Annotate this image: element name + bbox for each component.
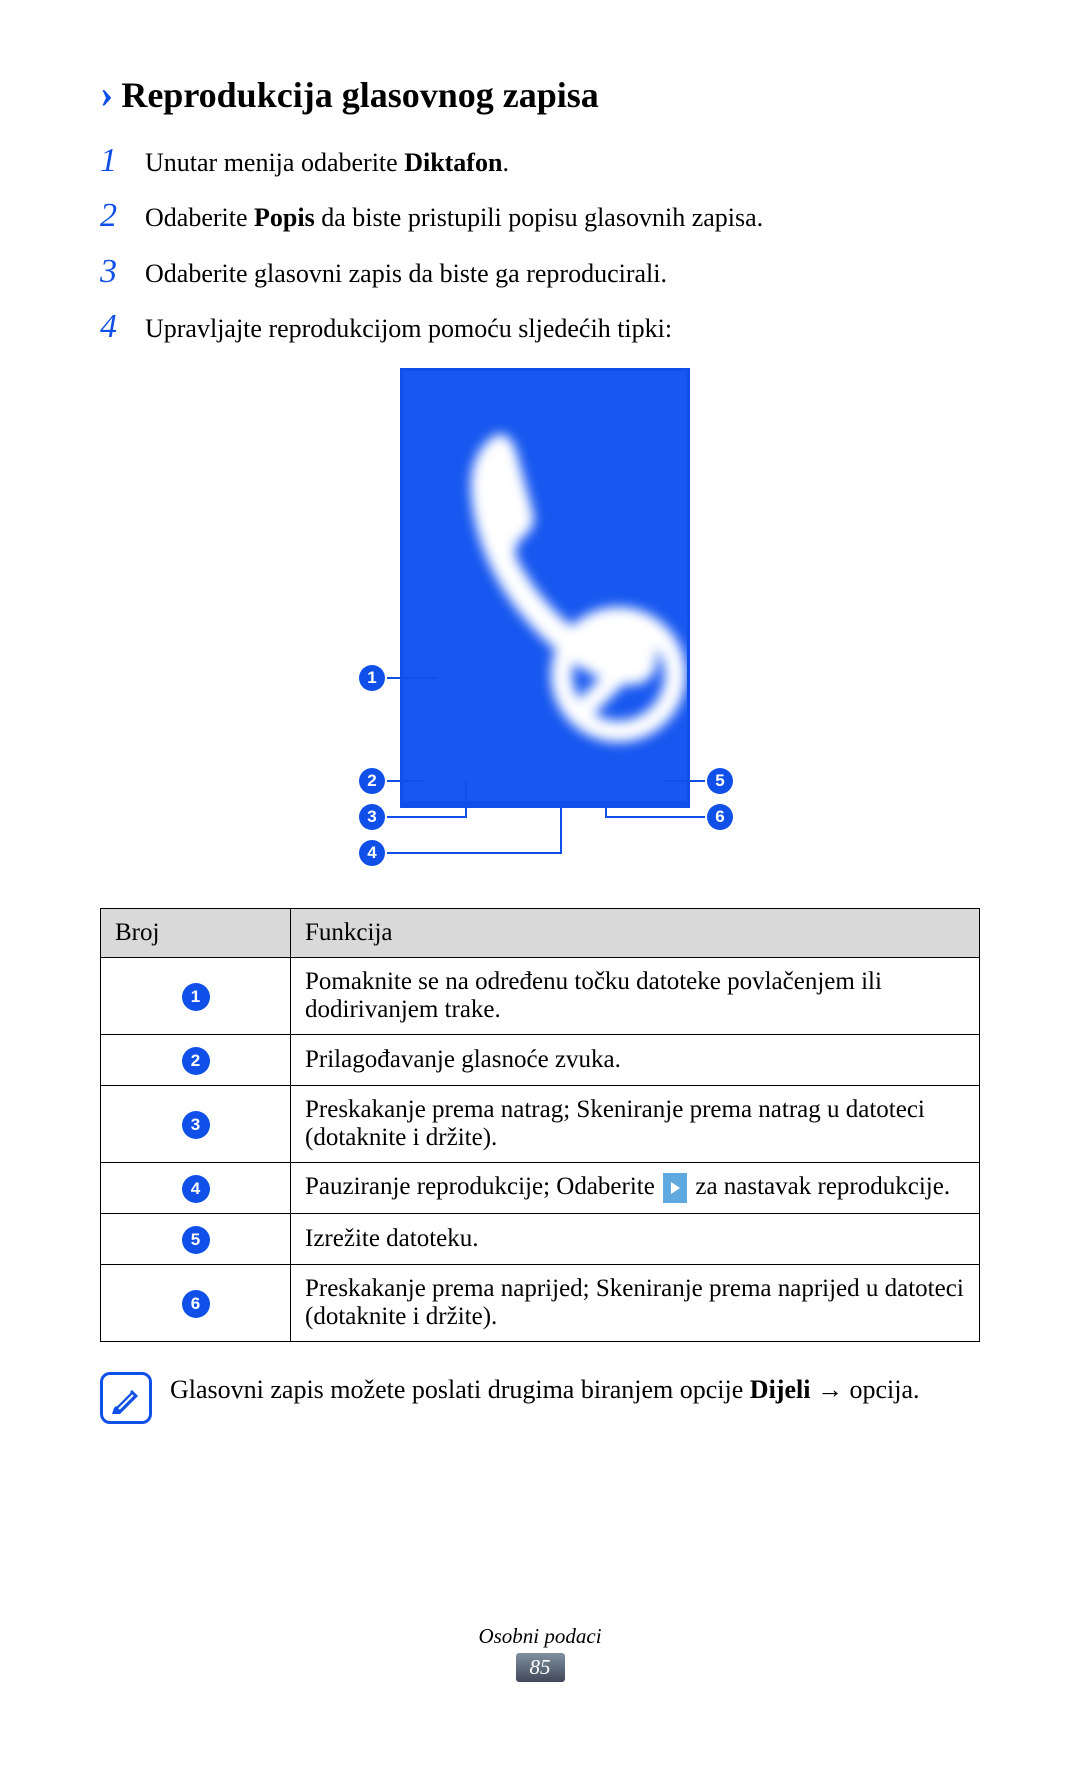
footer-section: Osobni podaci — [100, 1624, 980, 1649]
table-row: 6 Preskakanje prema naprijed; Skeniranje… — [101, 1264, 980, 1341]
step-number: 3 — [100, 253, 145, 291]
callout-badge: 2 — [359, 768, 385, 794]
phone-screen-icon — [403, 371, 687, 802]
note-text: Glasovni zapis možete poslati drugima bi… — [170, 1372, 919, 1424]
callout-1: 1 — [359, 665, 437, 691]
diagram-container: 1 2 3 4 5 6 — [100, 368, 980, 878]
callout-5: 5 — [665, 768, 733, 794]
row-number-cell: 4 — [101, 1162, 291, 1213]
step-text: Unutar menija odaberite Diktafon. — [145, 145, 509, 181]
callout-line — [560, 808, 562, 853]
callout-2: 2 — [359, 768, 423, 794]
table-header-broj: Broj — [101, 908, 291, 957]
step-3: 3 Odaberite glasovni zapis da biste ga r… — [100, 253, 980, 292]
row-text: Pauziranje reprodukcije; Odaberite za na… — [291, 1162, 980, 1213]
table-row: 4 Pauziranje reprodukcije; Odaberite za … — [101, 1162, 980, 1213]
callout-line — [605, 808, 607, 817]
step-number: 1 — [100, 142, 145, 180]
row-text: Preskakanje prema natrag; Skeniranje pre… — [291, 1085, 980, 1162]
callout-line — [387, 780, 423, 782]
table-header-row: Broj Funkcija — [101, 908, 980, 957]
callout-line — [605, 816, 705, 818]
row-text: Pomaknite se na određenu točku datoteke … — [291, 957, 980, 1034]
step-text: Odaberite Popis da biste pristupili popi… — [145, 200, 763, 236]
step-1: 1 Unutar menija odaberite Diktafon. — [100, 142, 980, 181]
number-badge: 3 — [182, 1111, 210, 1139]
note-icon — [100, 1372, 152, 1424]
step-number: 4 — [100, 308, 145, 346]
number-badge: 6 — [182, 1290, 210, 1318]
table-row: 1 Pomaknite se na određenu točku datotek… — [101, 957, 980, 1034]
callout-6: 6 — [605, 804, 733, 830]
functions-table: Broj Funkcija 1 Pomaknite se na određenu… — [100, 908, 980, 1342]
number-badge: 5 — [182, 1226, 210, 1254]
step-2: 2 Odaberite Popis da biste pristupili po… — [100, 197, 980, 236]
row-number-cell: 2 — [101, 1034, 291, 1085]
heading-title: Reprodukcija glasovnog zapisa — [121, 74, 598, 116]
row-number-cell: 5 — [101, 1213, 291, 1264]
phone-screen — [400, 368, 690, 808]
table-row: 5 Izrežite datoteku. — [101, 1213, 980, 1264]
table-row: 2 Prilagođavanje glasnoće zvuka. — [101, 1034, 980, 1085]
callout-line — [387, 816, 467, 818]
row-number-cell: 6 — [101, 1264, 291, 1341]
number-badge: 2 — [182, 1047, 210, 1075]
callout-badge: 6 — [707, 804, 733, 830]
note-box: Glasovni zapis možete poslati drugima bi… — [100, 1372, 980, 1424]
row-number-cell: 1 — [101, 957, 291, 1034]
phone-diagram: 1 2 3 4 5 6 — [285, 368, 795, 878]
number-badge: 1 — [182, 983, 210, 1011]
step-number: 2 — [100, 197, 145, 235]
callout-badge: 4 — [359, 840, 385, 866]
step-text: Odaberite glasovni zapis da biste ga rep… — [145, 256, 667, 292]
table-row: 3 Preskakanje prema natrag; Skeniranje p… — [101, 1085, 980, 1162]
callout-4: 4 — [359, 840, 562, 866]
row-number-cell: 3 — [101, 1085, 291, 1162]
row-text: Izrežite datoteku. — [291, 1213, 980, 1264]
number-badge: 4 — [182, 1175, 210, 1203]
step-4: 4 Upravljajte reprodukcijom pomoću sljed… — [100, 308, 980, 347]
row-text: Preskakanje prema naprijed; Skeniranje p… — [291, 1264, 980, 1341]
callout-badge: 5 — [707, 768, 733, 794]
callout-line — [387, 677, 437, 679]
row-text: Prilagođavanje glasnoće zvuka. — [291, 1034, 980, 1085]
heading-chevron: › — [100, 70, 113, 117]
footer-page-number: 85 — [516, 1653, 565, 1682]
callout-line — [465, 781, 467, 817]
section-heading: › Reprodukcija glasovnog zapisa — [100, 70, 980, 117]
table-header-funkcija: Funkcija — [291, 908, 980, 957]
callout-line — [387, 852, 562, 854]
steps-list: 1 Unutar menija odaberite Diktafon. 2 Od… — [100, 142, 980, 348]
page-footer: Osobni podaci 85 — [100, 1624, 980, 1682]
callout-line — [665, 780, 705, 782]
callout-3: 3 — [359, 804, 467, 830]
callout-badge: 3 — [359, 804, 385, 830]
step-text: Upravljajte reprodukcijom pomoću sljedeć… — [145, 311, 672, 347]
play-icon — [663, 1173, 687, 1203]
callout-badge: 1 — [359, 665, 385, 691]
